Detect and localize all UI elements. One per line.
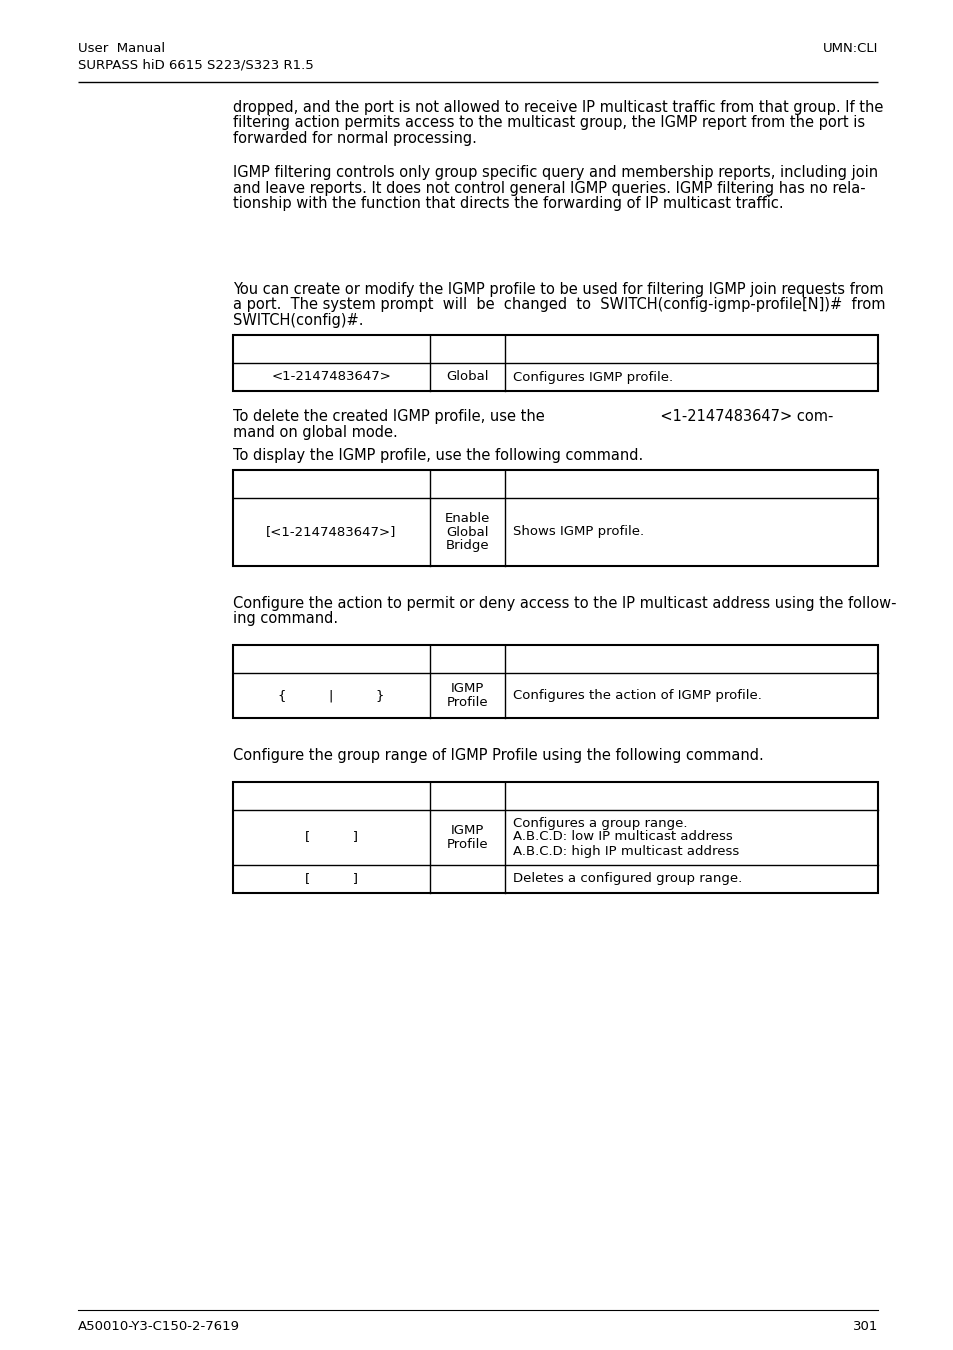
Text: SURPASS hiD 6615 S223/S323 R1.5: SURPASS hiD 6615 S223/S323 R1.5 <box>78 58 314 72</box>
Bar <box>233 335 877 392</box>
Text: forwarded for normal processing.: forwarded for normal processing. <box>233 131 476 146</box>
Text: Configure the action to permit or deny access to the IP multicast address using : Configure the action to permit or deny a… <box>233 595 896 612</box>
Text: Global: Global <box>446 525 488 539</box>
Text: Deletes a configured group range.: Deletes a configured group range. <box>513 872 741 886</box>
Text: IGMP filtering controls only group specific query and membership reports, includ: IGMP filtering controls only group speci… <box>233 165 877 180</box>
Text: Shows IGMP profile.: Shows IGMP profile. <box>513 525 643 539</box>
Text: A50010-Y3-C150-2-7619: A50010-Y3-C150-2-7619 <box>78 1320 240 1332</box>
Text: dropped, and the port is not allowed to receive IP multicast traffic from that g: dropped, and the port is not allowed to … <box>233 100 882 115</box>
Text: 301: 301 <box>852 1320 877 1332</box>
Text: User  Manual: User Manual <box>78 42 165 55</box>
Bar <box>233 782 877 892</box>
Text: To display the IGMP profile, use the following command.: To display the IGMP profile, use the fol… <box>233 448 642 463</box>
Text: Configures IGMP profile.: Configures IGMP profile. <box>513 370 673 383</box>
Text: To delete the created IGMP profile, use the                         <1-214748364: To delete the created IGMP profile, use … <box>233 409 833 424</box>
Text: ing command.: ing command. <box>233 612 337 626</box>
Text: filtering action permits access to the multicast group, the IGMP report from the: filtering action permits access to the m… <box>233 116 864 131</box>
Text: SWITCH(config)#.: SWITCH(config)#. <box>233 313 363 328</box>
Text: [          ]: [ ] <box>305 830 357 844</box>
Text: <1-2147483647>: <1-2147483647> <box>272 370 391 383</box>
Text: and leave reports. It does not control general IGMP queries. IGMP filtering has : and leave reports. It does not control g… <box>233 181 864 196</box>
Text: IGMP: IGMP <box>451 824 484 837</box>
Text: Profile: Profile <box>446 837 488 850</box>
Text: A.B.C.D: low IP multicast address: A.B.C.D: low IP multicast address <box>513 830 732 844</box>
Text: Profile: Profile <box>446 697 488 709</box>
Text: Global: Global <box>446 370 488 383</box>
Text: a port.  The system prompt  will  be  changed  to  SWITCH(config-igmp-profile[N]: a port. The system prompt will be change… <box>233 297 884 312</box>
Text: Configures a group range.: Configures a group range. <box>513 817 687 829</box>
Text: [<1-2147483647>]: [<1-2147483647>] <box>266 525 396 539</box>
Text: UMN:CLI: UMN:CLI <box>821 42 877 55</box>
Text: {          |          }: { | } <box>278 688 384 702</box>
Bar <box>233 645 877 718</box>
Text: Enable: Enable <box>444 512 490 525</box>
Text: Bridge: Bridge <box>445 540 489 552</box>
Text: Configure the group range of IGMP Profile using the following command.: Configure the group range of IGMP Profil… <box>233 748 763 763</box>
Text: Configures the action of IGMP profile.: Configures the action of IGMP profile. <box>513 688 761 702</box>
Text: tionship with the function that directs the forwarding of IP multicast traffic.: tionship with the function that directs … <box>233 196 782 211</box>
Text: You can create or modify the IGMP profile to be used for filtering IGMP join req: You can create or modify the IGMP profil… <box>233 282 882 297</box>
Text: [          ]: [ ] <box>305 872 357 886</box>
Text: mand on global mode.: mand on global mode. <box>233 424 397 440</box>
Text: A.B.C.D: high IP multicast address: A.B.C.D: high IP multicast address <box>513 845 739 857</box>
Text: IGMP: IGMP <box>451 682 484 695</box>
Bar <box>233 470 877 566</box>
